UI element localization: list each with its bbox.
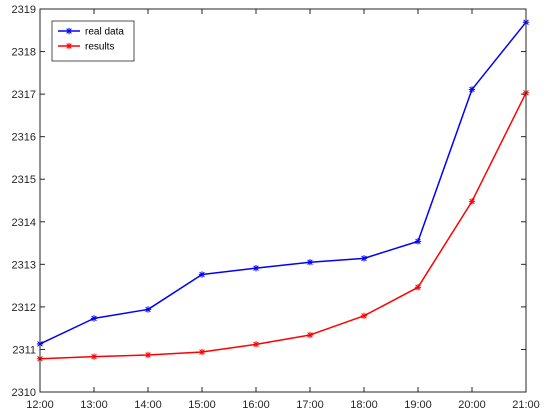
y-tick-label: 2315 (12, 174, 36, 186)
y-tick-label: 2311 (12, 344, 36, 356)
data-point-results (414, 284, 422, 291)
plot-frame (39, 8, 527, 393)
data-point-real-data (306, 259, 314, 266)
data-point-results (468, 198, 476, 205)
data-point-real-data (252, 264, 260, 272)
data-point-results (360, 312, 368, 320)
legend-marker (65, 27, 73, 35)
y-tick-label: 2312 (12, 302, 36, 314)
data-point-real-data (360, 255, 368, 262)
x-tick-label: 21:00 (512, 399, 540, 411)
series-line-results (39, 92, 527, 360)
data-point-results (306, 331, 314, 339)
y-tick-label: 2316 (12, 132, 36, 144)
x-tick-label: 20:00 (458, 399, 486, 411)
x-tick-label: 13:00 (80, 399, 108, 411)
x-tick-label: 19:00 (404, 399, 432, 411)
x-tick-label: 17:00 (296, 399, 324, 411)
x-tick-label: 15:00 (188, 399, 216, 411)
legend-label: results (85, 42, 114, 53)
series-line-real-data (39, 21, 527, 345)
axis-ticks: 12:00 13:00 14:00 15:00 16:00 17:00 18:00 19:00… (12, 4, 540, 411)
data-point-real-data (468, 86, 476, 93)
y-tick-label: 2313 (12, 259, 36, 271)
x-tick-label: 16:00 (242, 399, 270, 411)
legend-box (51, 20, 135, 62)
series-layer (36, 18, 530, 363)
data-point-real-data (414, 238, 422, 245)
y-tick-label: 2310 (12, 387, 36, 399)
x-tick-label: 14:00 (134, 399, 162, 411)
data-point-results (144, 351, 152, 359)
data-point-results (90, 353, 98, 360)
data-point-results (198, 348, 206, 356)
legend: real data results (51, 20, 135, 62)
y-tick-label: 2317 (12, 89, 36, 101)
y-tick-label: 2314 (12, 217, 36, 229)
plot-area (40, 9, 526, 392)
y-tick-label: 2319 (12, 4, 36, 16)
data-point-real-data (198, 271, 206, 278)
y-tick-label: 2318 (12, 47, 36, 59)
legend-label: real data (85, 27, 124, 38)
x-tick-label: 12:00 (26, 399, 54, 411)
data-point-real-data (144, 306, 152, 313)
legend-marker (65, 42, 73, 50)
data-point-real-data (90, 315, 98, 322)
x-tick-label: 18:00 (350, 399, 378, 411)
data-point-results (252, 341, 260, 348)
